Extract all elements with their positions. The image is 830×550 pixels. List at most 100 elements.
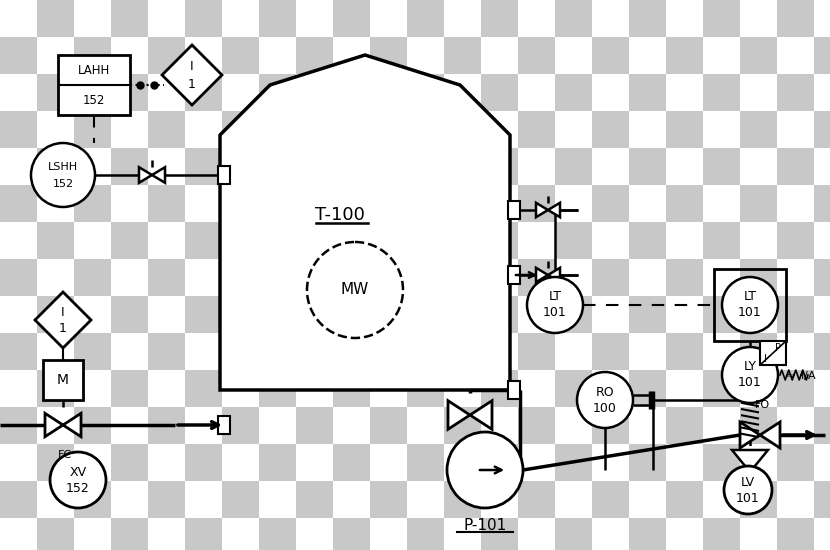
Bar — [0, 444, 37, 481]
Circle shape — [307, 242, 403, 338]
Bar — [148, 185, 185, 222]
Bar — [185, 481, 222, 518]
Bar — [259, 259, 296, 296]
Bar — [592, 296, 629, 333]
Bar — [444, 0, 481, 37]
Text: 1: 1 — [59, 322, 67, 335]
Text: 101: 101 — [738, 306, 762, 320]
Bar — [222, 37, 259, 74]
Bar — [37, 222, 74, 259]
Bar — [481, 185, 518, 222]
Bar — [296, 444, 333, 481]
Bar — [555, 0, 592, 37]
Bar — [370, 111, 407, 148]
Bar — [777, 74, 814, 111]
Bar — [296, 259, 333, 296]
Bar — [111, 333, 148, 370]
Bar — [814, 0, 830, 37]
Bar — [370, 259, 407, 296]
Text: XV: XV — [70, 466, 86, 480]
Bar — [518, 185, 555, 222]
Bar — [666, 518, 703, 550]
Bar — [37, 444, 74, 481]
Bar — [0, 333, 37, 370]
Bar — [592, 0, 629, 37]
Bar — [296, 111, 333, 148]
Bar — [777, 259, 814, 296]
Bar — [296, 148, 333, 185]
Bar — [703, 185, 740, 222]
Bar — [218, 166, 230, 184]
Bar — [703, 259, 740, 296]
Bar — [185, 148, 222, 185]
Bar — [0, 222, 37, 259]
Bar — [185, 0, 222, 37]
Bar — [666, 333, 703, 370]
Bar — [629, 74, 666, 111]
Bar — [592, 333, 629, 370]
Bar — [370, 148, 407, 185]
Bar — [74, 296, 111, 333]
Bar — [555, 148, 592, 185]
Bar — [740, 148, 777, 185]
Bar — [333, 74, 370, 111]
Bar — [185, 222, 222, 259]
Bar — [407, 370, 444, 407]
Bar — [629, 222, 666, 259]
Bar — [259, 370, 296, 407]
Bar — [555, 296, 592, 333]
Bar — [629, 481, 666, 518]
Bar — [37, 37, 74, 74]
Bar — [740, 222, 777, 259]
Bar — [407, 185, 444, 222]
Bar — [37, 0, 74, 37]
Bar — [629, 370, 666, 407]
Bar — [740, 111, 777, 148]
Bar — [74, 407, 111, 444]
Bar — [370, 518, 407, 550]
Bar — [185, 74, 222, 111]
Bar — [296, 74, 333, 111]
Bar — [296, 481, 333, 518]
Bar — [111, 37, 148, 74]
Polygon shape — [220, 55, 510, 390]
Bar — [629, 148, 666, 185]
Bar — [481, 222, 518, 259]
Text: LV: LV — [741, 476, 755, 490]
Bar — [814, 111, 830, 148]
Bar — [74, 185, 111, 222]
Bar — [148, 333, 185, 370]
Text: T-100: T-100 — [315, 206, 365, 224]
Bar — [370, 185, 407, 222]
Bar — [444, 185, 481, 222]
Bar — [407, 333, 444, 370]
Bar — [481, 370, 518, 407]
Bar — [333, 111, 370, 148]
Circle shape — [724, 466, 772, 514]
Bar — [185, 296, 222, 333]
Bar — [407, 0, 444, 37]
Bar — [518, 111, 555, 148]
Bar — [814, 444, 830, 481]
Bar — [259, 296, 296, 333]
Bar — [740, 0, 777, 37]
Text: FC: FC — [58, 450, 72, 460]
Bar — [777, 370, 814, 407]
Bar — [370, 444, 407, 481]
Bar — [555, 74, 592, 111]
Bar — [333, 518, 370, 550]
Bar — [185, 185, 222, 222]
Bar — [777, 333, 814, 370]
Bar — [777, 222, 814, 259]
Bar — [629, 444, 666, 481]
Bar — [481, 259, 518, 296]
Bar — [0, 111, 37, 148]
Polygon shape — [162, 45, 222, 105]
Bar — [444, 444, 481, 481]
Bar — [370, 74, 407, 111]
Bar — [222, 0, 259, 37]
Bar — [296, 37, 333, 74]
Bar — [481, 518, 518, 550]
Text: 100: 100 — [593, 402, 617, 415]
Bar — [740, 370, 777, 407]
